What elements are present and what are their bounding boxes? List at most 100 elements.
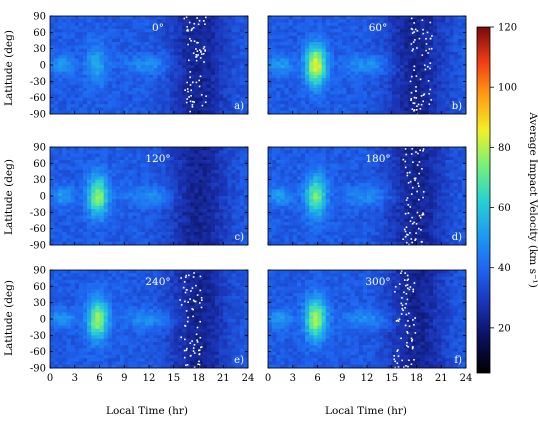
heatmap-cell bbox=[420, 107, 426, 112]
heatmap-cell bbox=[416, 48, 421, 53]
heatmap-cell bbox=[400, 169, 405, 174]
heatmap-cell bbox=[153, 25, 158, 30]
heatmap-cell bbox=[268, 81, 273, 85]
heatmap-cell bbox=[157, 74, 162, 79]
heatmap-cell bbox=[215, 68, 220, 72]
heatmap-cell bbox=[128, 160, 133, 164]
heatmap-cell bbox=[305, 22, 310, 27]
heatmap-cell bbox=[157, 58, 162, 63]
sparse-bin bbox=[422, 94, 425, 96]
heatmap-cell bbox=[416, 45, 421, 49]
heatmap-cell bbox=[288, 35, 294, 40]
heatmap-cell bbox=[182, 231, 187, 236]
heatmap-cell bbox=[111, 160, 117, 164]
heatmap-cell bbox=[157, 189, 162, 194]
heatmap-cell bbox=[66, 65, 71, 69]
heatmap-cell bbox=[292, 169, 298, 174]
heatmap-cell bbox=[202, 97, 208, 102]
heatmap-cell bbox=[161, 182, 166, 187]
heatmap-cell bbox=[91, 225, 96, 229]
heatmap-cell bbox=[58, 45, 63, 49]
heatmap-cell bbox=[120, 74, 125, 79]
heatmap-cell bbox=[111, 104, 117, 108]
heatmap-cell bbox=[354, 19, 360, 23]
heatmap-cell bbox=[400, 58, 405, 63]
heatmap-cell bbox=[280, 87, 285, 92]
heatmap-cell bbox=[120, 55, 125, 59]
heatmap-cell bbox=[83, 196, 88, 200]
heatmap-cell bbox=[169, 91, 175, 95]
heatmap-cell bbox=[412, 29, 417, 33]
heatmap-cell bbox=[198, 94, 203, 98]
heatmap-cell bbox=[153, 48, 158, 53]
heatmap-cell bbox=[103, 163, 109, 167]
heatmap-cell bbox=[235, 150, 241, 154]
heatmap-cell bbox=[165, 100, 170, 105]
heatmap-cell bbox=[120, 205, 125, 210]
heatmap-cell bbox=[239, 68, 245, 72]
heatmap-cell bbox=[78, 91, 84, 95]
heatmap-cell bbox=[103, 32, 109, 36]
heatmap-cell bbox=[157, 100, 162, 105]
heatmap-cell bbox=[346, 48, 351, 53]
heatmap-cell bbox=[420, 169, 426, 174]
heatmap-cell bbox=[329, 48, 335, 53]
heatmap-cell bbox=[83, 100, 88, 105]
heatmap-cell bbox=[194, 153, 199, 158]
heatmap-cell bbox=[292, 107, 298, 112]
heatmap-cell bbox=[424, 51, 430, 56]
heatmap-cell bbox=[395, 97, 401, 102]
heatmap-cell bbox=[50, 196, 55, 200]
heatmap-cell bbox=[268, 74, 273, 79]
heatmap-cell bbox=[400, 110, 405, 115]
heatmap-cell bbox=[354, 32, 360, 36]
heatmap-cell bbox=[379, 84, 384, 89]
heatmap-cell bbox=[54, 51, 59, 56]
heatmap-cell bbox=[194, 179, 199, 184]
heatmap-cell bbox=[461, 32, 467, 36]
heatmap-cell bbox=[91, 179, 96, 184]
heatmap-cell bbox=[445, 163, 450, 167]
heatmap-cell bbox=[296, 153, 302, 158]
heatmap-cell bbox=[58, 107, 63, 112]
heatmap-cell bbox=[433, 61, 438, 66]
heatmap-cell bbox=[165, 189, 170, 194]
heatmap-cell bbox=[329, 55, 335, 59]
heatmap-cell bbox=[140, 238, 146, 243]
heatmap-cell bbox=[206, 156, 212, 161]
heatmap-cell bbox=[342, 100, 347, 105]
heatmap-cell bbox=[149, 58, 154, 63]
heatmap-cell bbox=[424, 81, 430, 85]
heatmap-cell bbox=[395, 19, 401, 23]
heatmap-cell bbox=[329, 65, 335, 69]
heatmap-cell bbox=[169, 65, 175, 69]
heatmap-cell bbox=[404, 150, 409, 154]
heatmap-cell bbox=[210, 196, 216, 200]
heatmap-cell bbox=[202, 176, 208, 180]
heatmap-cell bbox=[342, 160, 347, 164]
heatmap-cell bbox=[161, 22, 166, 27]
heatmap-cell bbox=[206, 84, 212, 89]
heatmap-cell bbox=[239, 22, 245, 27]
heatmap-cell bbox=[169, 94, 175, 98]
heatmap-cell bbox=[350, 48, 355, 53]
heatmap-cell bbox=[280, 104, 285, 108]
heatmap-cell bbox=[223, 29, 228, 33]
heatmap-cell bbox=[272, 94, 277, 98]
heatmap-cell bbox=[272, 61, 277, 66]
heatmap-cell bbox=[136, 74, 142, 79]
heatmap-cell bbox=[272, 65, 277, 69]
heatmap-cell bbox=[272, 51, 277, 56]
heatmap-cell bbox=[153, 84, 158, 89]
heatmap-cell bbox=[157, 231, 162, 236]
heatmap-cell bbox=[144, 16, 150, 20]
heatmap-cell bbox=[194, 176, 199, 180]
heatmap-cell bbox=[202, 231, 208, 236]
heatmap-cell bbox=[120, 84, 125, 89]
heatmap-cell bbox=[441, 61, 446, 66]
heatmap-cell bbox=[334, 25, 339, 30]
heatmap-cell bbox=[210, 225, 216, 229]
heatmap-cell bbox=[215, 209, 220, 213]
heatmap-cell bbox=[83, 87, 88, 92]
heatmap-cell bbox=[276, 153, 281, 158]
